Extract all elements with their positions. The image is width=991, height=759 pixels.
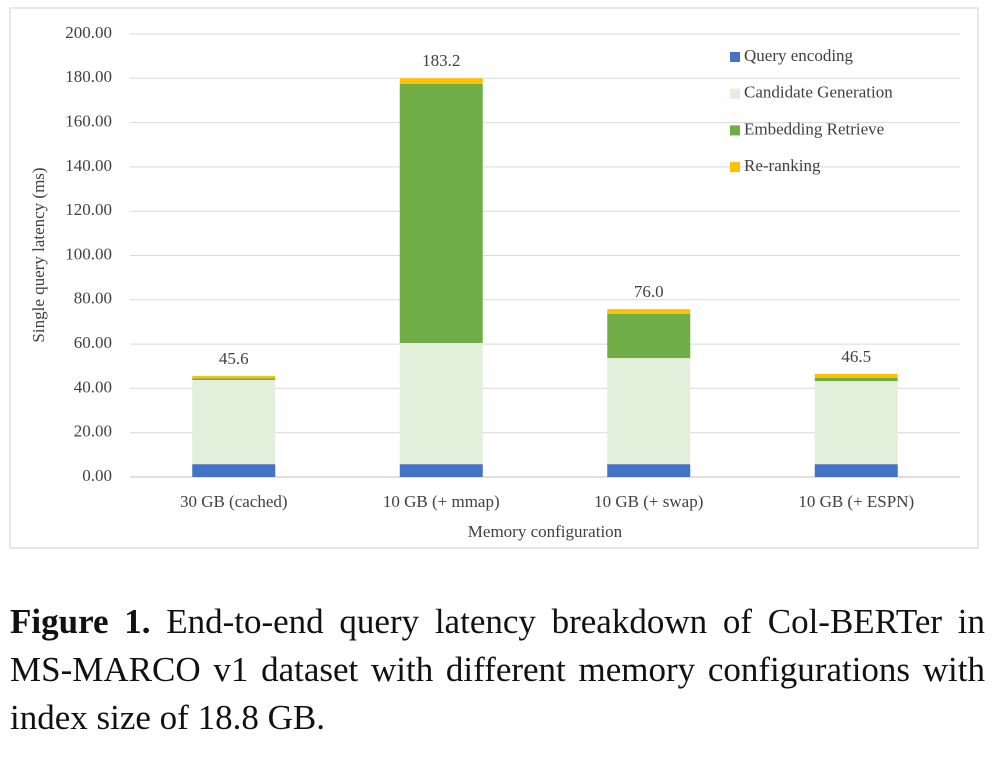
bar-segment [399,464,483,477]
bar-segment [399,342,483,465]
bar-segment [814,377,898,382]
x-tick-label: 10 GB (+ mmap) [383,492,500,511]
chart-frame [9,7,979,549]
y-tick-label: 80.00 [74,289,112,308]
bar-segment [607,313,691,359]
bar-segment [399,83,483,343]
bar-segment [814,374,898,378]
y-tick-label: 160.00 [65,112,112,131]
y-tick-label: 20.00 [74,422,112,441]
y-tick-label: 200.00 [65,23,112,42]
y-tick-label: 140.00 [65,156,112,175]
legend-label: Embedding Retrieve [744,119,884,138]
bar-segment [607,464,691,477]
y-tick-label: 180.00 [65,67,112,86]
legend-label: Query encoding [744,46,854,65]
caption-label: Figure 1. [10,602,151,641]
legend-label: Re-ranking [744,156,821,175]
legend-swatch [730,52,740,62]
total-label: 46.5 [841,347,871,366]
total-label: 76.0 [634,282,664,301]
bar-segment [192,378,276,380]
bar-segment [192,375,276,379]
bar-segment [607,358,691,465]
bar-segment [399,78,483,84]
caption-text: End-to-end query latency breakdown of Co… [10,602,986,737]
legend-swatch [730,125,740,136]
y-tick-label: 120.00 [65,200,112,219]
bar-segment [192,464,276,477]
x-tick-label: 30 GB (cached) [180,492,288,511]
y-tick-label: 0.00 [82,466,112,485]
y-axis-label: Single query latency (ms) [29,167,48,342]
bar-segment [607,309,691,314]
legend-label: Candidate Generation [744,83,893,102]
y-tick-label: 100.00 [65,244,112,263]
caption: Figure 1. End-to-end query latency break… [10,598,985,742]
bar-segment [192,379,276,465]
y-tick-label: 40.00 [74,377,112,396]
legend-swatch [730,162,740,173]
x-tick-label: 10 GB (+ swap) [594,492,703,511]
bar-segment [814,464,898,477]
y-tick-label: 60.00 [74,333,112,352]
chart: Memory configuration Single query latenc… [9,7,979,549]
legend-swatch [730,88,740,99]
x-tick-label: 10 GB (+ ESPN) [798,492,914,511]
x-axis-label: Memory configuration [468,522,623,541]
total-label: 183.2 [422,51,460,70]
total-label: 45.6 [219,349,249,368]
bar-segment [814,381,898,465]
